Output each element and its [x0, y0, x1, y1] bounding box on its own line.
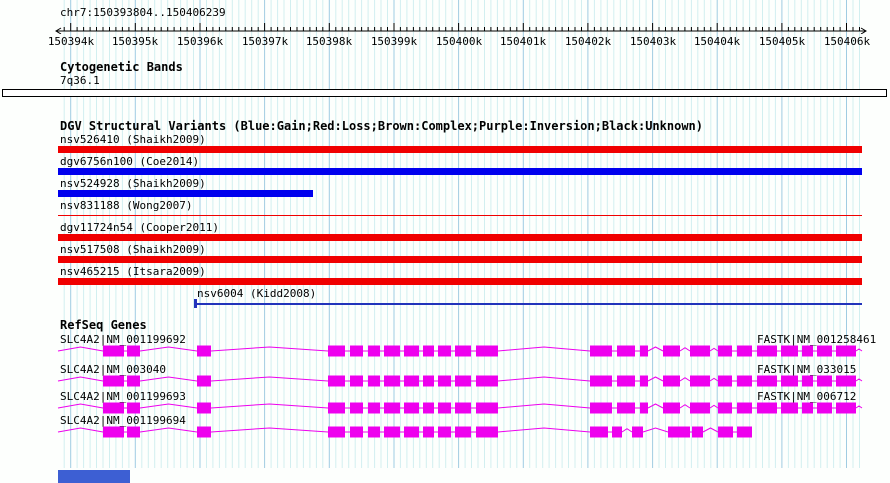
variant-label[interactable]: nsv517508 (Shaikh2009): [60, 243, 206, 256]
variant-bar[interactable]: [58, 168, 862, 175]
ruler-axis: [55, 23, 867, 34]
gene-label-left[interactable]: SLC4A2|NM_001199693: [60, 390, 186, 403]
gene-label-right[interactable]: FASTK|NM_033015: [757, 363, 857, 376]
ruler-tick-label: 150402k: [564, 35, 612, 48]
gene-label-right[interactable]: FASTK|NM_001258461: [757, 333, 877, 346]
gene-track[interactable]: [0, 400, 890, 416]
variant-bar[interactable]: [58, 278, 862, 285]
ruler-tick-label: 150396k: [176, 35, 224, 48]
ruler-tick-label: 150400k: [435, 35, 483, 48]
position-label: chr7:150393804..150406239: [60, 6, 226, 19]
gene-label-right[interactable]: FASTK|NM_006712: [757, 390, 857, 403]
ruler-tick-label: 150406k: [823, 35, 871, 48]
variant-label[interactable]: nsv831188 (Wong2007): [60, 199, 193, 212]
gene-track[interactable]: [0, 424, 890, 440]
variant-bar[interactable]: [58, 146, 862, 153]
gene-track[interactable]: [0, 343, 890, 359]
gene-label-left[interactable]: SLC4A2|NM_003040: [60, 363, 166, 376]
dgv-title: DGV Structural Variants (Blue:Gain;Red:L…: [60, 119, 703, 133]
cytoband-bar[interactable]: [2, 89, 887, 97]
ruler-tick-label: 150395k: [111, 35, 159, 48]
variant-bar[interactable]: [195, 303, 862, 305]
gene-label-left[interactable]: SLC4A2|NM_001199692: [60, 333, 186, 346]
variant-bar[interactable]: [58, 190, 313, 197]
variant-bar[interactable]: [58, 234, 862, 241]
variant-label[interactable]: nsv524928 (Shaikh2009): [60, 177, 206, 190]
ruler-tick-label: 150401k: [499, 35, 547, 48]
cytoband-label: 7q36.1: [60, 74, 100, 87]
ruler-tick-label: 150403k: [629, 35, 677, 48]
footer-partial-button[interactable]: [58, 470, 130, 483]
refseq-title: RefSeq Genes: [60, 318, 147, 332]
ruler-tick-label: 150404k: [693, 35, 741, 48]
ruler-tick-label: 150394k: [47, 35, 95, 48]
variant-bar[interactable]: [58, 256, 862, 263]
variant-label[interactable]: nsv526410 (Shaikh2009): [60, 133, 206, 146]
variant-label[interactable]: nsv465215 (Itsara2009): [60, 265, 206, 278]
ruler-tick-label: 150405k: [758, 35, 806, 48]
variant-label[interactable]: nsv6004 (Kidd2008): [197, 287, 317, 300]
gene-track[interactable]: [0, 373, 890, 389]
cytogenetic-title: Cytogenetic Bands: [60, 60, 183, 74]
variant-start-tick: [194, 299, 197, 308]
variant-label[interactable]: dgv11724n54 (Cooper2011): [60, 221, 219, 234]
ruler-tick-label: 150398k: [305, 35, 353, 48]
gene-label-left[interactable]: SLC4A2|NM_001199694: [60, 414, 186, 427]
ruler-tick-label: 150399k: [370, 35, 418, 48]
ruler-tick-label: 150397k: [241, 35, 289, 48]
variant-bar[interactable]: [58, 215, 862, 216]
variant-label[interactable]: dgv6756n100 (Coe2014): [60, 155, 200, 168]
